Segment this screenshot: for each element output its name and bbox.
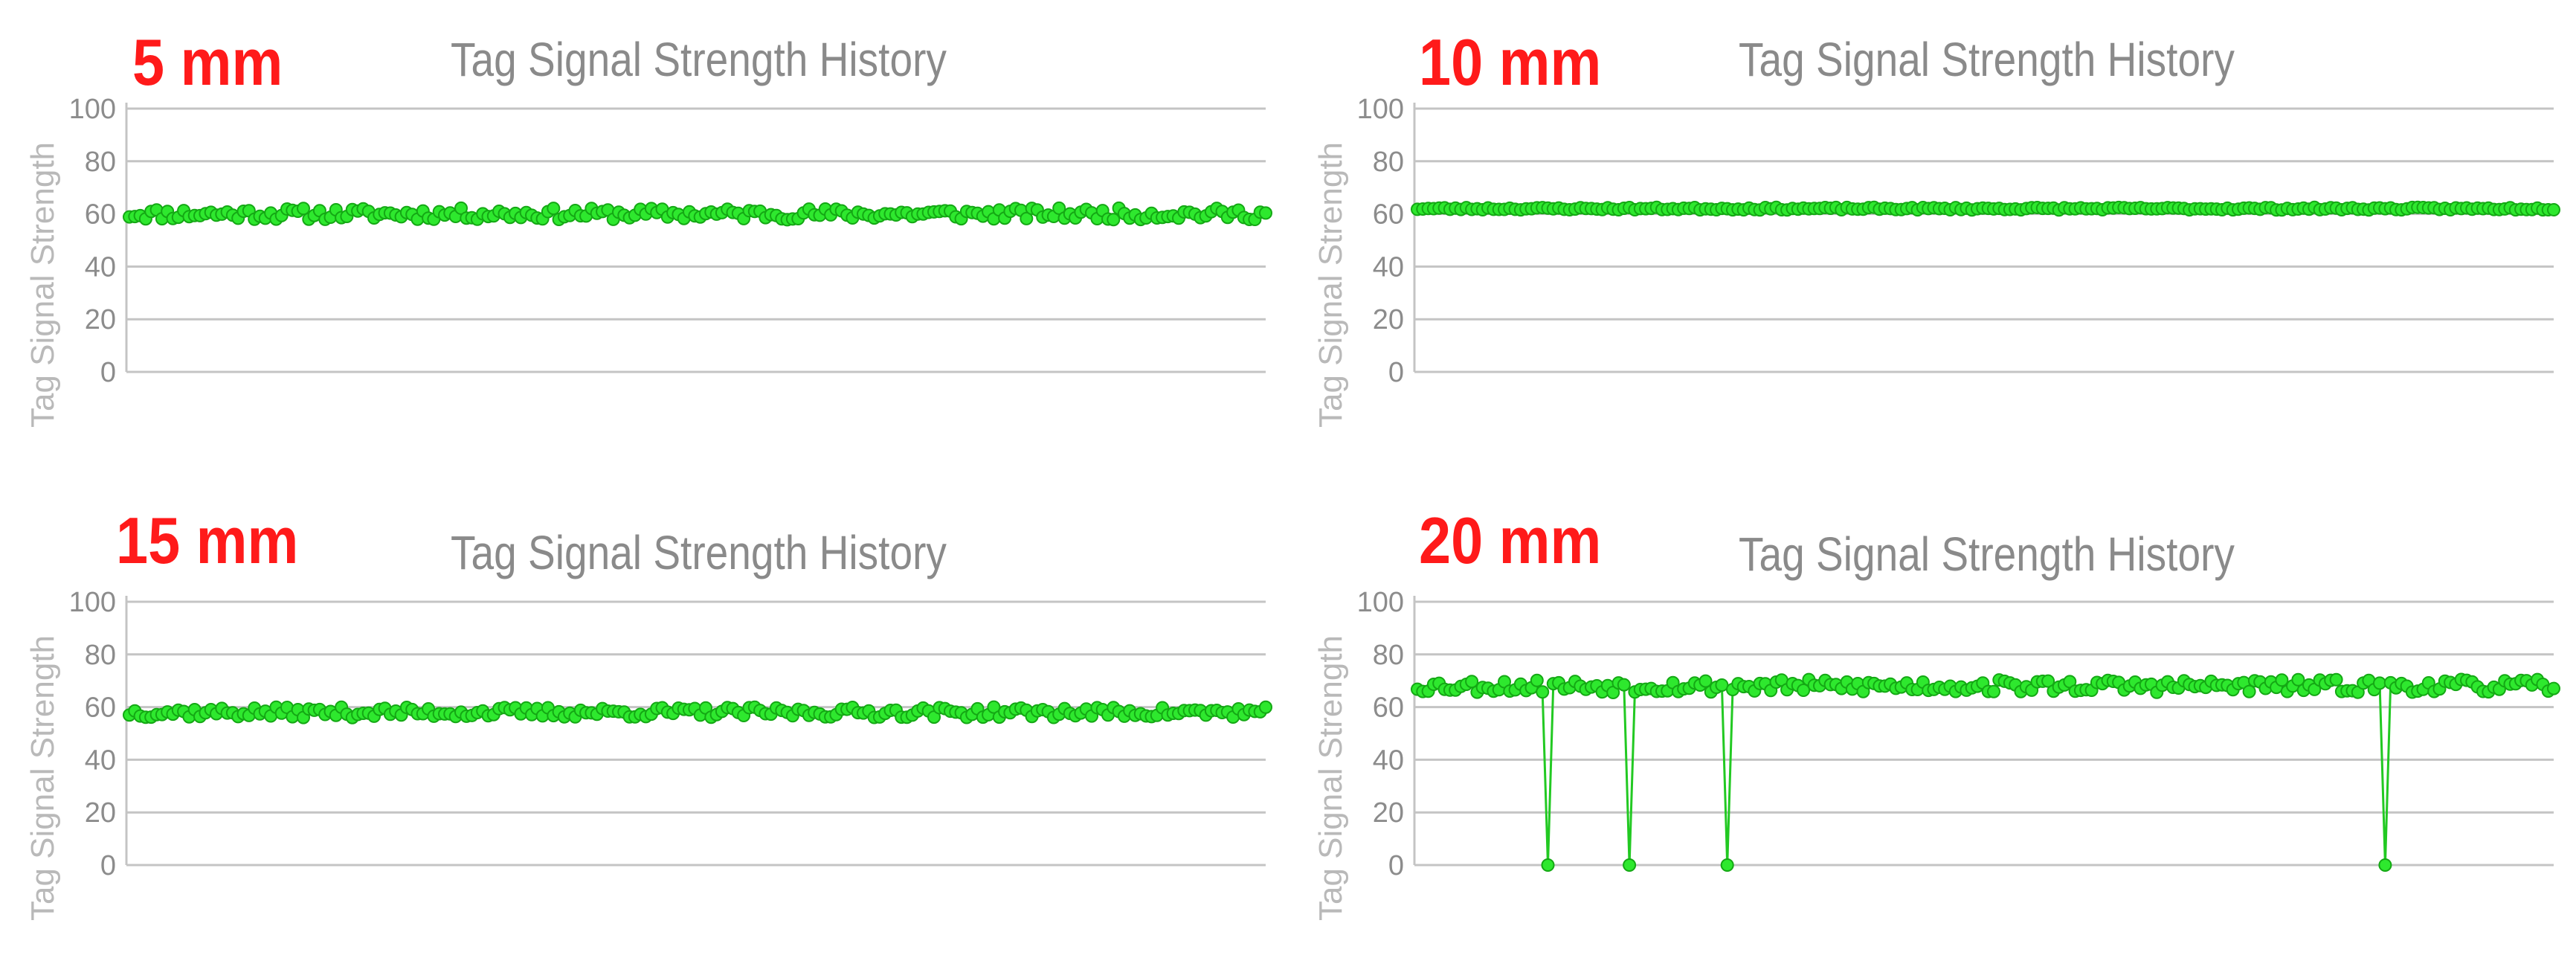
data-point	[1541, 858, 1555, 872]
chart-canvas: 0 20 40 60 80 100	[1357, 587, 2560, 881]
y-tick-label: 80	[1373, 147, 1404, 178]
data-point	[1052, 201, 1066, 215]
y-tick-label: 40	[85, 745, 116, 776]
data-point	[1259, 206, 1272, 220]
data-point	[297, 202, 310, 216]
distance-label: 10 mm	[1419, 25, 1602, 99]
data-point	[1698, 674, 1713, 688]
y-tick-label: 20	[85, 304, 116, 335]
data-point	[1617, 678, 1631, 692]
chart-canvas: 0 20 40 60 80 100	[69, 587, 1272, 881]
y-tick-label: 0	[1388, 850, 1404, 881]
data-point	[1987, 684, 2000, 698]
y-tick-label: 100	[69, 94, 116, 125]
chart-title: Tag Signal Strength History	[1739, 527, 2235, 581]
y-tick-label: 100	[69, 587, 116, 618]
y-axis-label: Tag Signal Strength	[1313, 141, 1349, 428]
y-axis-label: Tag Signal Strength	[1313, 634, 1349, 921]
chart-canvas: 0 20 40 60 80 100	[1357, 94, 2560, 388]
data-point	[2041, 674, 2055, 688]
y-tick-label: 40	[1373, 745, 1404, 776]
data-point	[2547, 203, 2560, 216]
data-point	[1530, 673, 1544, 687]
data-point	[2242, 684, 2256, 698]
data-point	[547, 202, 561, 216]
distance-label: 5 mm	[132, 25, 283, 99]
data-point	[2373, 676, 2386, 690]
y-tick-label: 80	[85, 640, 116, 671]
y-tick-label: 0	[100, 850, 116, 881]
y-tick-label: 0	[100, 357, 116, 388]
y-tick-label: 60	[1373, 199, 1404, 231]
distance-label: 20 mm	[1419, 504, 1602, 577]
data-point	[1623, 858, 1637, 872]
data-point	[1259, 700, 1272, 714]
data-point	[1720, 858, 1734, 872]
data-point	[2378, 858, 2392, 872]
y-tick-label: 100	[1357, 94, 1404, 125]
data-point	[2275, 673, 2289, 687]
chart-canvas: 0 20 40 60 80 100	[69, 94, 1272, 388]
y-tick-label: 40	[1373, 251, 1404, 283]
y-tick-label: 80	[85, 147, 116, 178]
data-point	[1020, 211, 1034, 225]
y-tick-label: 40	[85, 251, 116, 283]
chart-panel-20mm: 0 20 40 60 80 100 20 mm Tag Signal Strength H…	[1288, 493, 2576, 964]
chart-title: Tag Signal Strength History	[451, 33, 947, 86]
y-tick-label: 20	[85, 797, 116, 829]
data-point	[1715, 678, 1729, 692]
y-tick-label: 20	[1373, 797, 1404, 829]
chart-panel-10mm: 0 20 40 60 80 100 10 mm Tag Signal Strength H…	[1288, 0, 2576, 471]
distance-label: 15 mm	[116, 504, 299, 577]
data-point	[1465, 675, 1479, 689]
y-tick-label: 60	[85, 693, 116, 724]
y-tick-label: 80	[1373, 640, 1404, 671]
y-tick-label: 60	[85, 199, 116, 231]
chart-title: Tag Signal Strength History	[451, 526, 947, 579]
y-tick-label: 100	[1357, 587, 1404, 618]
data-point	[454, 201, 468, 215]
y-tick-label: 60	[1373, 693, 1404, 724]
y-axis-label: Tag Signal Strength	[25, 141, 61, 428]
chart-panel-15mm: 0 20 40 60 80 100 15 mm Tag Signal Strength H…	[0, 493, 1288, 964]
y-tick-label: 20	[1373, 304, 1404, 335]
chart-title: Tag Signal Strength History	[1739, 33, 2235, 86]
data-point	[1536, 685, 1550, 699]
data-point	[987, 700, 1001, 714]
data-point	[2291, 672, 2305, 687]
data-point	[1797, 684, 1811, 697]
data-point	[2329, 672, 2343, 687]
chart-panel-5mm: 0 20 40 60 80 100 5 mm Tag Signal Strength Hi…	[0, 0, 1288, 471]
y-tick-label: 0	[1388, 357, 1404, 388]
y-axis-label: Tag Signal Strength	[25, 634, 61, 921]
data-point	[2547, 681, 2560, 695]
data-point	[1107, 213, 1121, 227]
